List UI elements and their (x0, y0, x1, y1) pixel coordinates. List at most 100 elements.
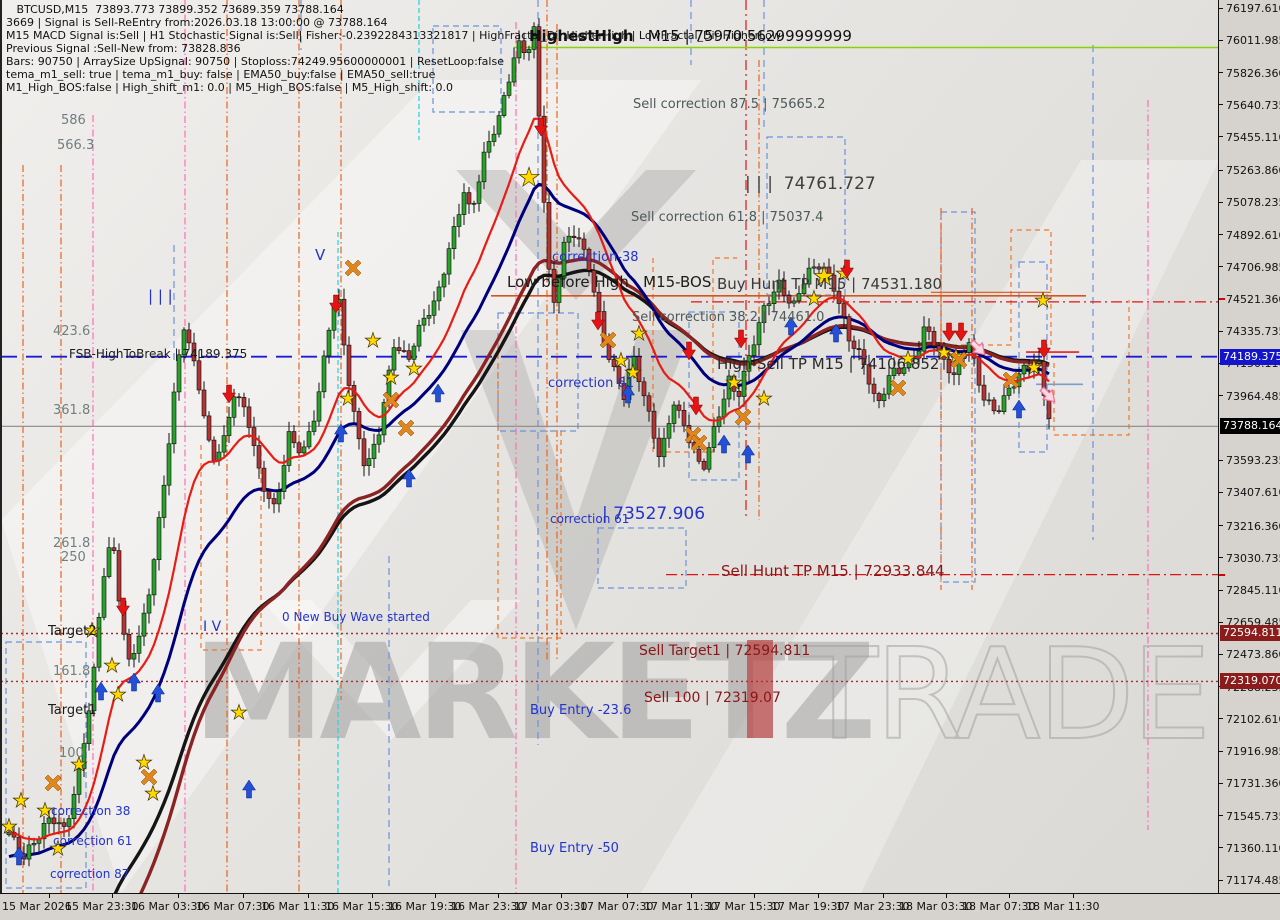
sell-arrow-icon (329, 294, 343, 314)
price-axis-label: 71174.485 (1226, 874, 1280, 888)
time-axis-label: 18 Mar 07:30 (962, 900, 1036, 913)
star-signal-icon: ★ (70, 752, 88, 776)
time-axis-label: 17 Mar 15:30 (707, 900, 781, 913)
star-signal-icon: ★ (83, 618, 101, 642)
x-cross-signal-icon (734, 408, 752, 426)
time-tick (1073, 894, 1074, 898)
star-signal-icon: ★ (805, 286, 823, 310)
price-tick (1219, 72, 1223, 73)
time-axis[interactable]: 15 Mar 2026 15 Mar 23:30 16 Mar 03:30 16 Ma… (0, 893, 1280, 920)
highlighted-price-label: 74189.375 (1220, 348, 1280, 365)
price-axis-label: 76011.985 (1226, 34, 1280, 48)
star-signal-icon: ★ (935, 340, 953, 364)
price-axis-label: 74521.360 (1226, 293, 1280, 307)
price-axis-label: 73593.235 (1226, 454, 1280, 468)
fast-moving-average (8, 117, 1050, 841)
buy-arrow-icon (127, 672, 141, 692)
time-axis-label: 17 Mar 07:30 (580, 900, 654, 913)
price-axis-label: 72102.610 (1226, 712, 1280, 726)
sell-arrow-icon (1037, 339, 1051, 359)
price-axis-label: 74892.610 (1226, 228, 1280, 242)
time-tick (372, 894, 373, 898)
time-axis-label: 15 Mar 2026 (2, 900, 72, 913)
price-tick (1219, 266, 1223, 268)
star-signal-icon: ★ (1025, 355, 1043, 379)
buy-arrow-icon (621, 384, 635, 404)
x-cross-signal-icon (599, 331, 617, 349)
time-axis-label: 17 Mar 11:30 (644, 900, 718, 913)
price-tick (1219, 7, 1223, 9)
price-axis-label: 76197.610 (1226, 2, 1280, 16)
price-tick (1219, 201, 1223, 203)
star-signal-icon: ★ (49, 836, 67, 860)
symbol-info-block: BTCUSD,M15 73893.773 73899.352 73689.359… (6, 3, 781, 94)
x-cross-signal-icon (889, 379, 907, 397)
candles (6, 18, 1052, 867)
price-tick (1219, 491, 1223, 493)
star-signal-icon: ★ (230, 700, 248, 724)
time-tick (498, 894, 499, 898)
price-axis-label: 72473.860 (1226, 648, 1280, 662)
sell-arrow-icon (682, 341, 696, 361)
time-axis-label: 16 Mar 03:30 (131, 900, 205, 913)
star-signal-icon: ★ (103, 653, 121, 677)
star-signal-icon: ★ (899, 346, 917, 370)
time-tick (1009, 894, 1010, 898)
time-axis-label: 16 Mar 11:30 (261, 900, 335, 913)
star-signal-icon: ★ (812, 262, 835, 292)
price-tick (1219, 136, 1223, 138)
time-tick (178, 894, 179, 898)
time-axis-label: 17 Mar 19:30 (771, 900, 845, 913)
chart-canvas[interactable]: MARKETZ TRADE ★ ★★★★★★★★★★★★★ ★★★★★ ★★★★★ ★★… (1, 0, 1219, 893)
sell-arrow-icon (222, 384, 236, 404)
star-signal-icon: ★ (36, 798, 54, 822)
x-cross-signal-icon (690, 434, 708, 452)
star-signal-icon: ★ (144, 781, 162, 805)
watermark-trade-text: TRADE (800, 621, 1208, 768)
price-tick (1219, 621, 1223, 623)
price-axis-label: 75826.360 (1226, 66, 1280, 80)
price-axis-label: 73407.610 (1226, 486, 1280, 500)
sell-arrow-icon (534, 117, 548, 137)
x-cross-signal-icon (950, 351, 968, 369)
price-tick (1219, 879, 1223, 881)
price-tick (1219, 653, 1223, 655)
time-axis-label: 16 Mar 23:30 (451, 900, 525, 913)
breakout-arrow-icon (1039, 386, 1056, 403)
buy-arrow-icon (829, 323, 843, 343)
star-signal-icon: ★ (135, 750, 153, 774)
price-tick (1219, 459, 1223, 461)
price-axis-label: 73964.485 (1226, 389, 1280, 403)
price-level-lines (1, 46, 1219, 683)
price-tick (1219, 234, 1223, 236)
star-signal-icon: ★ (624, 360, 642, 384)
buy-arrow-icon (334, 423, 348, 443)
price-tick (1219, 525, 1223, 527)
time-axis-label: 16 Mar 19:30 (388, 900, 462, 913)
buy-arrow-icon (12, 846, 26, 866)
sell-arrow-icon (954, 322, 968, 342)
price-axis[interactable]: 76197.610 76011.985 75826.360 75640.735 7545… (1218, 0, 1280, 893)
slow-moving-averages (8, 182, 1050, 893)
price-axis-label: 75078.235 (1226, 196, 1280, 210)
highest-high-title: HighestHigh (529, 27, 634, 45)
time-axis-label: 15 Mar 23:30 (65, 900, 139, 913)
price-axis-label: 73216.360 (1226, 519, 1280, 533)
x-cross-signal-icon (140, 768, 158, 786)
highlighted-price-label: 72319.070 (1220, 673, 1280, 690)
price-axis-label: 75455.110 (1226, 130, 1280, 144)
price-tick (1219, 847, 1223, 849)
time-tick (818, 894, 819, 898)
sell-arrow-icon (734, 329, 748, 349)
time-tick (754, 894, 755, 898)
star-signal-icon: ★ (517, 163, 540, 193)
price-tick (1219, 815, 1223, 817)
chart-surface[interactable]: MARKETZ TRADE ★ ★ ★ ★ ★ ★ ★ ★ ★ ★ ★ ★ ★ ★ ★ ★ ★ ★ ★ ★ ★ ★ ★ ★ ★ ★… (0, 0, 1219, 893)
highlighted-price-label: 72594.811 (1220, 625, 1280, 642)
highlighted-price-label: 73788.164 (1220, 418, 1280, 435)
buy-arrow-icon (94, 681, 108, 701)
watermark: MARKETZ TRADE (193, 616, 1212, 770)
x-cross-signal-icon (44, 774, 62, 792)
star-signal-icon: ★ (12, 788, 30, 812)
